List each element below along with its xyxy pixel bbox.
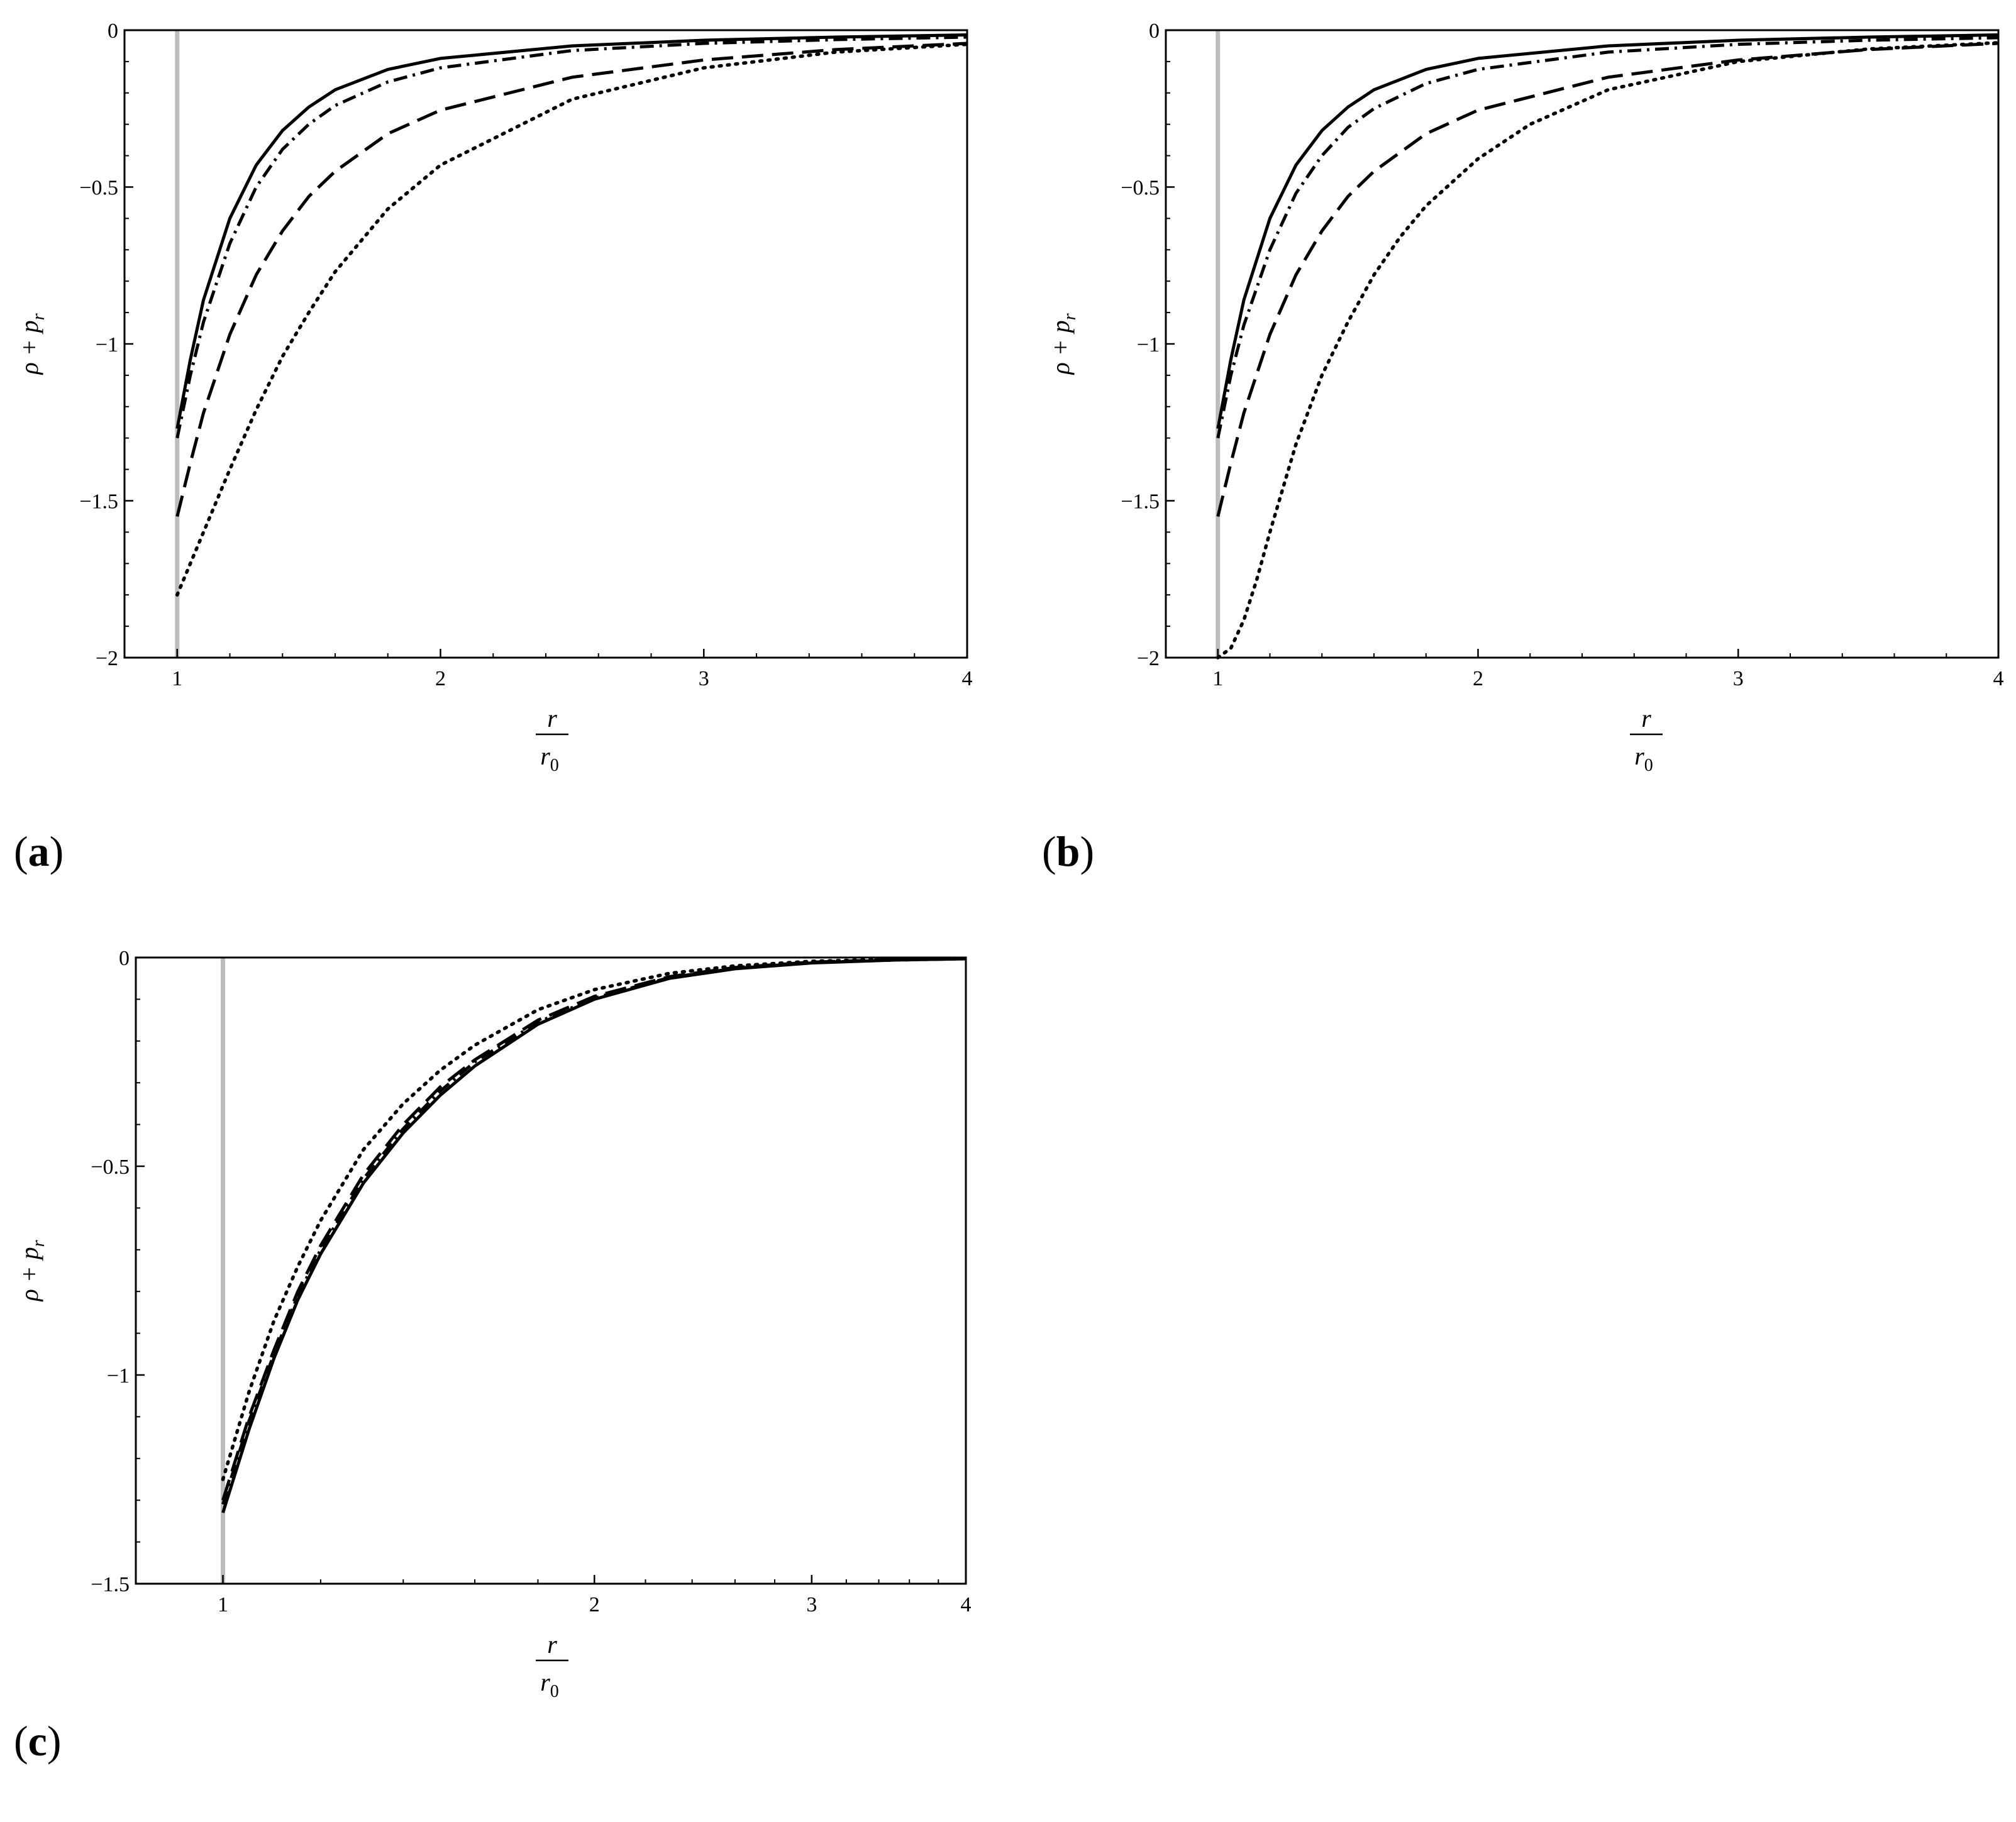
y-tick-label: −0.5 <box>91 1156 130 1179</box>
y-tick-label: 0 <box>1149 19 1160 43</box>
plot-frame <box>135 956 967 1585</box>
panel-label-c: (c) <box>14 1717 62 1765</box>
panel-b: 1 2 3 4 0 −0.5 −1 −1.5 −2 r r0 ρ + pr (b) <box>1006 0 2016 893</box>
series-line-dotted <box>221 956 968 1481</box>
y-tick-label: −0.5 <box>1121 177 1160 200</box>
y-tick-label: −1.5 <box>1121 490 1160 514</box>
series-line-dotted <box>175 42 969 597</box>
x-tick-label: 4 <box>961 1593 972 1616</box>
y-tick-label: 0 <box>119 947 130 970</box>
plot-frame <box>1165 29 2000 659</box>
y-tick-label: 0 <box>108 19 118 43</box>
x-axis-label-denominator: r0 <box>540 1668 559 1701</box>
series-line-solid <box>1216 33 1999 429</box>
y-tick-label: −1.5 <box>91 1573 130 1596</box>
x-tick-label: 2 <box>589 1593 600 1616</box>
series-line-dashdot <box>1216 36 1999 439</box>
x-tick-label: 4 <box>962 667 973 690</box>
series-line-dashed <box>1216 41 1999 517</box>
series-line-dashdot <box>175 35 968 439</box>
y-tick-label: −1.5 <box>79 490 118 514</box>
panel-c: 1 2 3 4 0 −0.5 −1 −1.5 r r0 ρ + pr (c) <box>0 893 1006 1822</box>
x-tick-label: 2 <box>1473 667 1483 690</box>
y-tick-label: −1 <box>96 333 118 356</box>
y-axis-label: ρ + pr <box>1046 313 1080 375</box>
x-axis-label-denominator: r0 <box>540 742 559 775</box>
y-tick-label: −2 <box>1137 647 1160 670</box>
x-axis-label-numerator: r <box>547 704 557 732</box>
chart-c: 1 2 3 4 0 −0.5 −1 −1.5 r r0 ρ + pr <box>15 947 972 1701</box>
x-axis-label-denominator: r0 <box>1634 742 1653 775</box>
series-line-dotted <box>1216 41 2000 660</box>
series-line-solid <box>221 957 966 1513</box>
series-line-dashed <box>175 41 968 517</box>
y-axis-label: ρ + pr <box>15 313 48 375</box>
chart-a: 1 2 3 4 0 −0.5 −1 −1.5 −2 r r0 ρ + pr <box>15 19 973 775</box>
plot-frame <box>123 29 968 659</box>
y-tick-label: −1 <box>107 1364 130 1388</box>
x-tick-label: 2 <box>435 667 446 690</box>
x-axis-label-numerator: r <box>547 1630 557 1659</box>
chart-b: 1 2 3 4 0 −0.5 −1 −1.5 −2 r r0 ρ + pr <box>1046 19 2004 775</box>
x-tick-label: 1 <box>172 667 182 690</box>
panel-label-a: (a) <box>14 827 64 875</box>
x-tick-label: 1 <box>1212 667 1223 690</box>
y-tick-label: −0.5 <box>79 177 118 200</box>
series-line-solid <box>175 33 968 429</box>
x-tick-label: 4 <box>1993 667 2004 690</box>
y-tick-label: −2 <box>96 647 118 670</box>
x-tick-label: 3 <box>699 667 709 690</box>
y-tick-label: −1 <box>1137 333 1160 356</box>
x-tick-label: 1 <box>218 1593 228 1616</box>
y-axis-label: ρ + pr <box>15 1240 48 1302</box>
panel-label-b: (b) <box>1042 827 1095 875</box>
x-axis-label-numerator: r <box>1641 704 1651 732</box>
x-tick-label: 3 <box>806 1593 817 1616</box>
x-tick-label: 3 <box>1733 667 1744 690</box>
panel-a: 1 2 3 4 0 −0.5 −1 −1.5 −2 r r0 ρ + pr (a) <box>0 0 1006 893</box>
